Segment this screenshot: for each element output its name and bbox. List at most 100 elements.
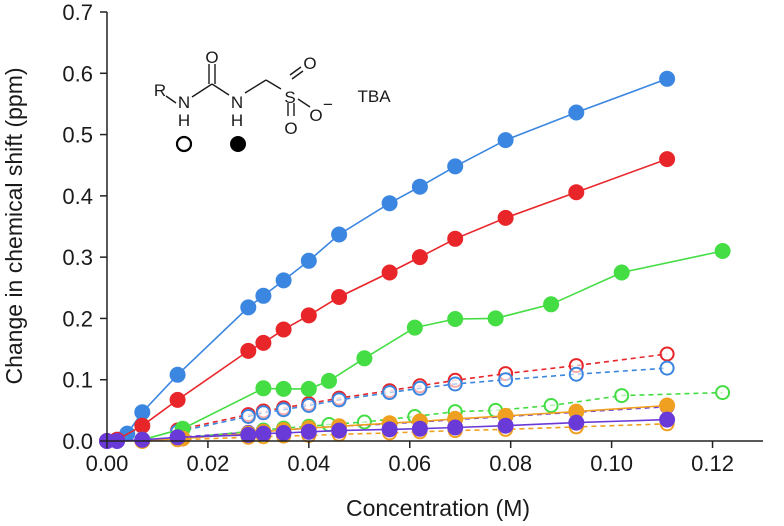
data-point — [714, 243, 731, 259]
x-tick-label: 0.02 — [187, 451, 230, 476]
y-tick-label: 0.0 — [62, 429, 93, 454]
data-point — [255, 380, 272, 397]
data-point — [447, 311, 464, 327]
data-point — [240, 426, 257, 443]
data-point — [275, 321, 292, 338]
plot-area — [99, 70, 731, 449]
atom-n1: N — [178, 93, 190, 112]
data-point — [382, 385, 398, 401]
counterion-label: TBA — [357, 87, 391, 106]
data-point — [568, 184, 585, 201]
atom-o-carbonyl: O — [205, 48, 218, 67]
atom-o-minus: O — [309, 106, 322, 125]
data-point — [255, 405, 271, 421]
data-point — [331, 289, 348, 305]
data-point — [447, 158, 464, 175]
data-point — [381, 421, 398, 438]
data-point — [447, 230, 464, 247]
data-point — [240, 342, 257, 359]
y-tick-label: 0.7 — [62, 0, 93, 25]
data-point — [321, 372, 337, 389]
data-point — [169, 366, 186, 383]
ticks: 0.0 0.1 0.2 0.3 0.4 0.5 0.6 0.7 0.00 0.02 0.04 0.06… — [62, 0, 734, 476]
series-violet-filled — [99, 411, 676, 449]
data-point — [411, 420, 428, 437]
atom-n2: N — [231, 93, 243, 112]
atom-h1: H — [178, 111, 190, 130]
series-line — [142, 250, 723, 441]
data-point — [497, 132, 514, 149]
x-tick-label: 0.06 — [388, 451, 431, 476]
data-point — [240, 409, 256, 424]
data-point — [331, 422, 348, 439]
x-tick-label: 0.04 — [287, 451, 330, 476]
data-point — [300, 307, 317, 324]
data-point — [543, 296, 560, 313]
open-circle-marker-icon — [175, 135, 193, 153]
y-tick-label: 0.6 — [62, 61, 93, 86]
data-point — [568, 366, 584, 382]
data-point — [331, 392, 347, 408]
data-point — [412, 380, 428, 396]
data-point — [300, 252, 317, 269]
y-tick-label: 0.1 — [62, 368, 93, 393]
data-point — [447, 419, 464, 436]
atom-h2: H — [231, 111, 243, 130]
data-point — [659, 70, 676, 87]
x-tick-label: 0.10 — [590, 451, 633, 476]
data-point — [169, 429, 186, 446]
data-point — [613, 264, 630, 281]
molecule-structure: R N H O N H S O O O − TBA — [154, 48, 391, 153]
data-point — [255, 334, 272, 351]
data-point — [356, 414, 372, 430]
filled-circle-marker-icon — [230, 136, 246, 152]
data-point — [543, 398, 559, 413]
data-point — [568, 414, 585, 431]
data-point — [134, 417, 151, 434]
data-point — [300, 423, 317, 440]
series-line — [106, 78, 668, 442]
data-point — [134, 431, 151, 448]
data-point — [659, 360, 675, 376]
data-point — [240, 299, 257, 316]
x-axis-title: Concentration (M) — [346, 495, 530, 521]
data-point — [275, 425, 292, 441]
data-point — [487, 310, 504, 327]
axes — [106, 12, 763, 442]
data-point — [497, 209, 514, 226]
y-tick-label: 0.4 — [62, 184, 93, 209]
data-point — [356, 350, 373, 367]
data-point — [275, 380, 292, 397]
x-tick-label: 0.12 — [691, 451, 734, 476]
data-point — [300, 380, 317, 397]
data-point — [659, 411, 676, 428]
data-point — [255, 287, 272, 304]
data-point — [498, 372, 514, 388]
data-point — [568, 104, 585, 121]
atom-o-bottom: O — [284, 119, 297, 138]
y-axis-title: Change in chemical shift (ppm) — [1, 67, 27, 384]
data-point — [568, 403, 585, 420]
data-point — [411, 178, 428, 195]
data-point — [659, 397, 676, 414]
data-point — [301, 398, 317, 413]
data-point — [169, 391, 186, 408]
data-point — [659, 151, 676, 168]
atom-o-top: O — [303, 54, 316, 73]
data-point — [255, 425, 272, 442]
data-point — [276, 402, 292, 418]
y-tick-label: 0.3 — [62, 245, 93, 270]
data-point — [447, 376, 463, 392]
charge-minus: − — [323, 95, 333, 114]
data-point — [411, 249, 428, 266]
data-point — [381, 195, 398, 212]
x-tick-label: 0.08 — [489, 451, 532, 476]
x-tick-label: 0.00 — [86, 451, 129, 476]
atom-s: S — [284, 88, 295, 107]
data-point — [331, 226, 348, 243]
data-point — [275, 272, 292, 289]
data-point — [381, 264, 398, 281]
data-point — [614, 388, 630, 404]
data-point — [134, 404, 151, 421]
